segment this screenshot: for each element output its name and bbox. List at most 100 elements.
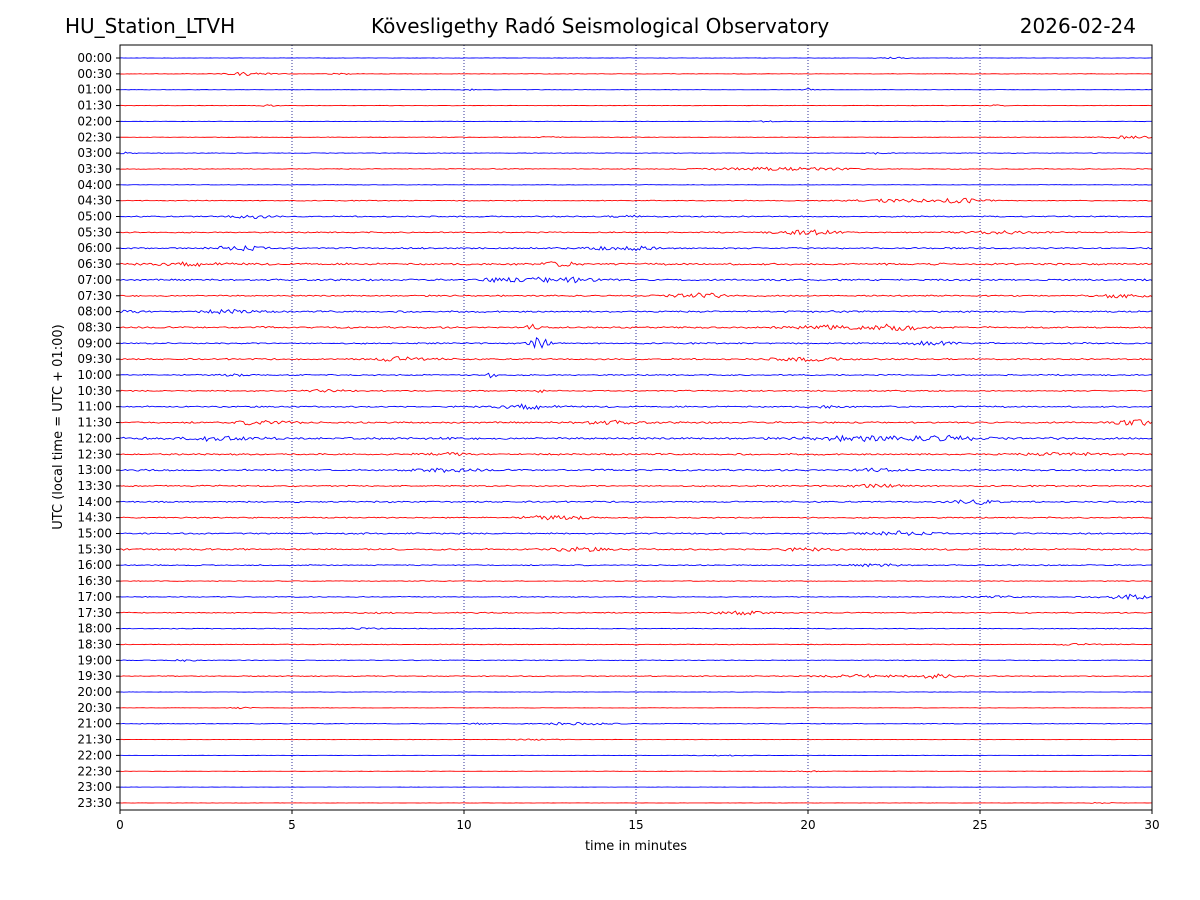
trace-line: [119, 627, 1153, 630]
y-tick-label: 06:30: [77, 257, 112, 271]
trace-line: [119, 229, 1153, 236]
trace-line: [119, 166, 1153, 172]
trace-line: [119, 721, 1153, 726]
y-tick-label: 11:30: [77, 416, 112, 430]
y-tick-label: 07:30: [77, 289, 112, 303]
trace-line: [119, 802, 1153, 805]
y-tick-label: 10:30: [77, 384, 112, 398]
trace-line: [119, 434, 1153, 443]
trace-lines: [119, 56, 1153, 805]
y-tick-label: 05:30: [77, 225, 112, 239]
y-tick-label: 06:00: [77, 241, 112, 255]
y-tick-label: 19:00: [77, 653, 112, 667]
station-name: HU_Station_LTVH: [65, 14, 236, 38]
trace-line: [119, 372, 1153, 379]
trace-line: [119, 514, 1153, 521]
trace-line: [119, 261, 1153, 268]
trace-line: [119, 483, 1153, 489]
trace-line: [119, 659, 1153, 662]
trace-line: [119, 276, 1153, 284]
y-tick-label: 15:00: [77, 527, 112, 541]
y-tick-label: 15:30: [77, 542, 112, 556]
y-tick-label: 13:30: [77, 479, 112, 493]
trace-line: [119, 120, 1152, 123]
y-tick-label: 21:30: [77, 733, 112, 747]
y-tick-label: 03:00: [77, 146, 112, 160]
y-axis-label: UTC (local time = UTC + 01:00): [51, 324, 66, 529]
y-tick-label: 02:00: [77, 114, 112, 128]
y-tick-label: 17:30: [77, 606, 112, 620]
y-tick-label: 22:30: [77, 764, 112, 778]
trace-line: [119, 770, 1153, 773]
trace-line: [119, 738, 1153, 741]
trace-line: [119, 706, 1153, 710]
trace-line: [119, 403, 1153, 411]
trace-line: [119, 593, 1153, 601]
x-axis-label: time in minutes: [585, 839, 687, 854]
trace-line: [119, 337, 1153, 350]
trace-line: [119, 563, 1153, 568]
trace-line: [119, 184, 1153, 186]
trace-line: [119, 356, 1153, 362]
trace-line: [119, 56, 1153, 60]
trace-line: [119, 245, 1153, 252]
y-tick-label: 12:30: [77, 447, 112, 461]
trace-line: [119, 388, 1153, 394]
trace-line: [119, 754, 1153, 757]
y-tick-label: 05:00: [77, 210, 112, 224]
y-tick-label: 22:00: [77, 748, 112, 762]
trace-line: [119, 323, 1153, 331]
y-tick-label: 11:00: [77, 400, 112, 414]
y-tick-label: 23:00: [77, 780, 112, 794]
trace-line: [119, 673, 1153, 680]
trace-line: [119, 419, 1153, 426]
trace-line: [119, 546, 1153, 552]
trace-line: [119, 642, 1152, 646]
trace-line: [119, 135, 1153, 140]
trace-line: [119, 292, 1153, 299]
y-tick-label: 02:30: [77, 130, 112, 144]
trace-line: [119, 530, 1153, 536]
y-tick-label: 09:30: [77, 352, 112, 366]
chart-title: Kövesligethy Radó Seismological Observat…: [371, 14, 830, 38]
y-tick-label: 07:00: [77, 273, 112, 287]
y-tick-label: 09:00: [77, 336, 112, 350]
y-tick-label: 12:00: [77, 431, 112, 445]
trace-line: [119, 104, 1153, 107]
y-tick-label: 16:30: [77, 574, 112, 588]
x-gridlines: [291, 45, 981, 810]
y-tick-label: 10:00: [77, 368, 112, 382]
x-axis-ticks: 0 5 10 15 20 25 30: [116, 810, 1160, 832]
y-tick-label: 04:00: [77, 178, 112, 192]
x-tick-label: 30: [1144, 818, 1159, 832]
chart-date: 2026-02-24: [1019, 14, 1136, 38]
trace-line: [119, 580, 1153, 582]
x-tick-label: 10: [456, 818, 471, 832]
trace-line: [119, 197, 1153, 204]
trace-line: [119, 467, 1153, 474]
x-tick-label: 15: [628, 818, 643, 832]
y-tick-label: 01:00: [77, 83, 112, 97]
trace-line: [119, 451, 1153, 457]
y-tick-label: 20:30: [77, 701, 112, 715]
y-tick-label: 16:00: [77, 558, 112, 572]
y-tick-label: 18:00: [77, 622, 112, 636]
y-tick-label: 14:30: [77, 511, 112, 525]
trace-line: [119, 610, 1153, 616]
x-tick-label: 20: [800, 818, 815, 832]
y-tick-label: 08:00: [77, 305, 112, 319]
y-tick-label: 19:30: [77, 669, 112, 683]
x-tick-label: 0: [116, 818, 124, 832]
y-tick-label: 03:30: [77, 162, 112, 176]
y-tick-label: 04:30: [77, 194, 112, 208]
y-tick-label: 01:30: [77, 99, 112, 113]
y-tick-label: 17:00: [77, 590, 112, 604]
trace-line: [119, 499, 1153, 506]
trace-line: [119, 308, 1153, 315]
y-tick-label: 13:00: [77, 463, 112, 477]
trace-line: [119, 214, 1153, 219]
x-tick-label: 5: [288, 818, 296, 832]
y-tick-label: 20:00: [77, 685, 112, 699]
